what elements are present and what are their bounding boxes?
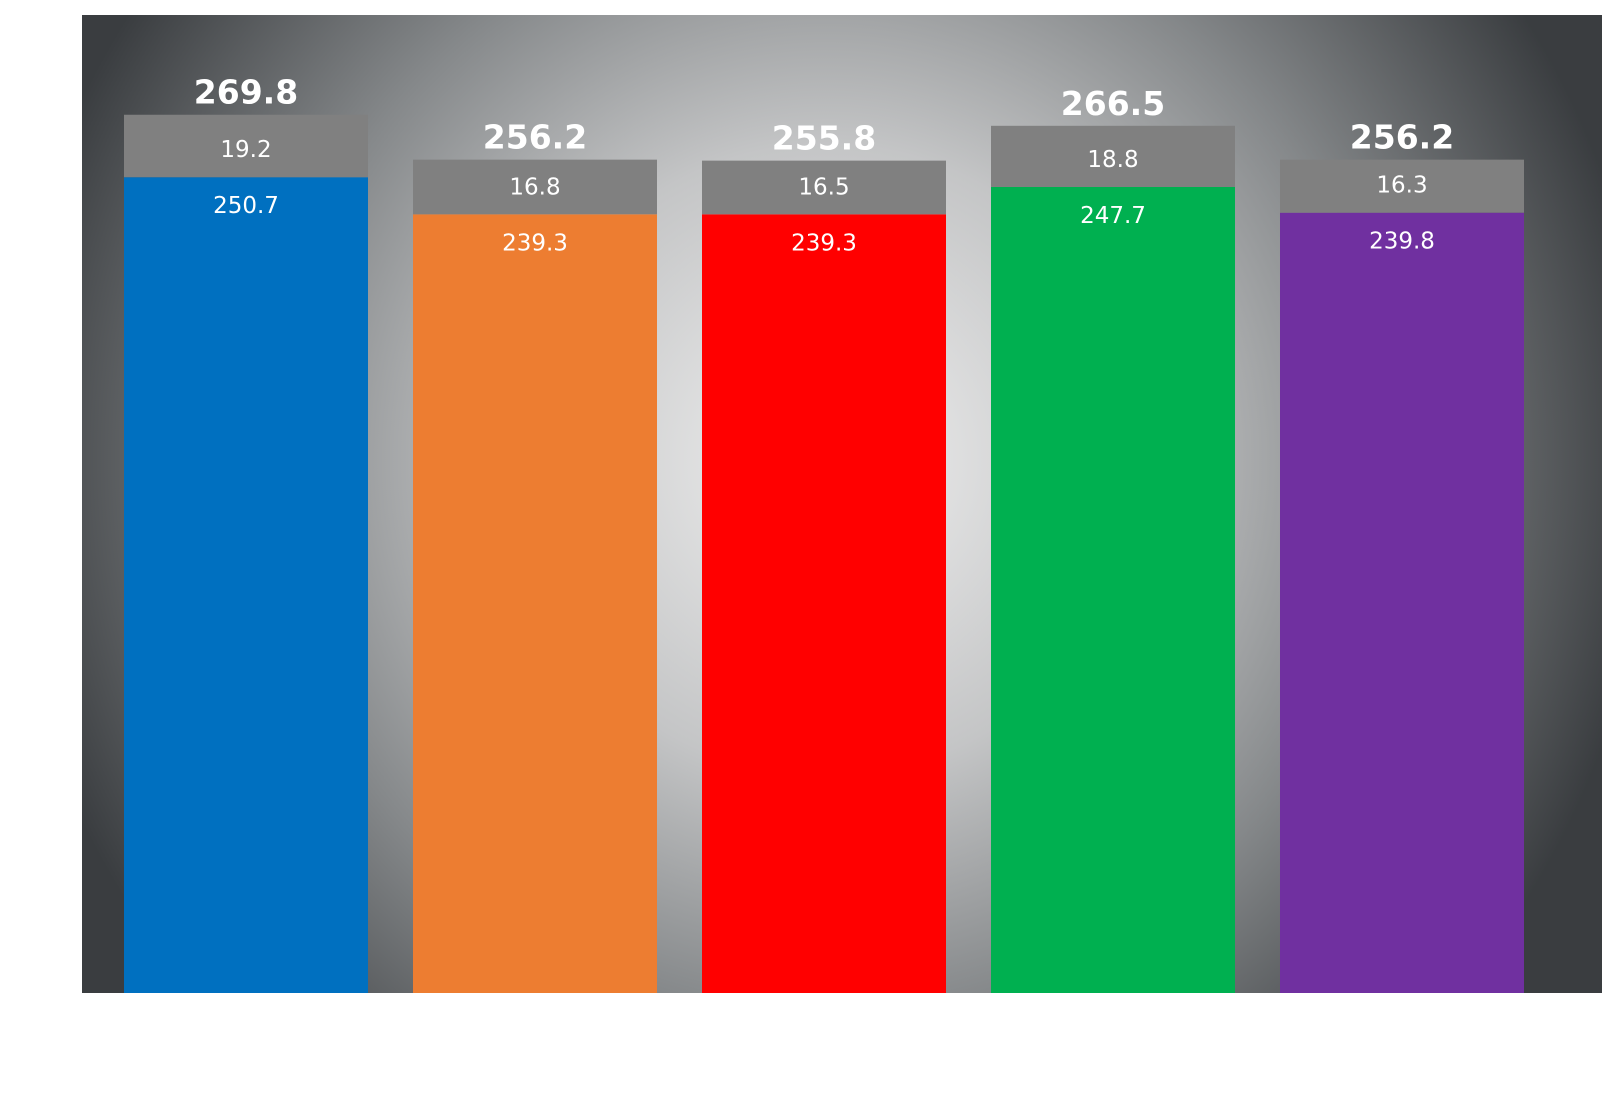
top-segment-label: 19.2 [220,137,271,163]
top-segment-label: 16.8 [509,174,560,200]
total-label: 255.8 [772,119,876,158]
total-label: 256.2 [483,118,587,157]
bottom-segment-label: 239.8 [1369,229,1435,255]
bottom-segment-label: 239.3 [791,230,857,256]
bottom-segment-label: 250.7 [213,193,279,219]
label-group: 19.2 250.7 269.8 16.8 239.3 256.2 16.5 239.3 255… [194,73,1454,257]
bar-top-segment [1280,159,1524,213]
bar-top-segment [702,160,946,215]
bar-top-segment [413,159,657,215]
total-label: 256.2 [1350,118,1454,157]
bar-bottom-segment [413,214,657,993]
bar-bottom-segment [124,177,368,994]
bar-bottom-segment [702,214,946,993]
top-segment-label: 16.5 [798,174,849,200]
total-label: 266.5 [1061,84,1165,123]
bar-group [124,114,1524,994]
bottom-segment-label: 239.3 [502,230,568,256]
top-segment-label: 18.8 [1087,147,1138,173]
total-label: 269.8 [194,73,298,112]
bar-top-segment [991,125,1235,187]
top-segment-label: 16.3 [1376,173,1427,199]
bar-bottom-segment [991,186,1235,994]
bar-top-segment [124,114,368,178]
bottom-segment-label: 247.7 [1080,203,1146,229]
bar-bottom-segment [1280,212,1524,993]
